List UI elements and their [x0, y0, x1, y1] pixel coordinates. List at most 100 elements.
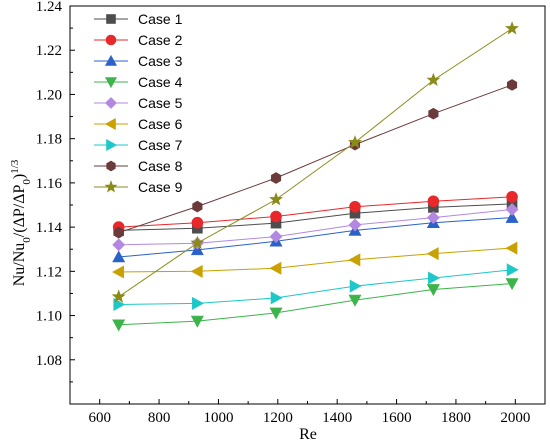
data-point	[270, 210, 282, 223]
data-point	[427, 195, 440, 208]
x-tick-label: 1200	[263, 410, 293, 426]
data-point	[190, 315, 204, 328]
data-point	[106, 14, 116, 24]
series-line	[118, 196, 513, 228]
y-tick-label: 1.20	[36, 87, 62, 103]
series-line	[118, 28, 513, 298]
legend-entry: Case 3	[94, 53, 183, 69]
data-point	[506, 79, 518, 91]
data-point	[426, 211, 440, 225]
data-point	[270, 291, 283, 305]
legend-label: Case 2	[138, 32, 183, 48]
data-point	[426, 284, 440, 297]
series-case-6	[112, 241, 518, 279]
data-point	[113, 297, 126, 312]
series-case-4	[112, 278, 519, 332]
data-point	[192, 200, 203, 213]
data-point	[104, 77, 118, 89]
data-point	[112, 265, 124, 279]
series-line	[118, 203, 513, 231]
y-tick-label: 1.12	[36, 264, 62, 280]
legend-label: Case 5	[138, 95, 183, 111]
series-case-2	[112, 191, 518, 233]
data-point	[505, 241, 518, 255]
data-point	[191, 216, 204, 229]
y-title-part-b: /(ΔP/ΔP	[11, 185, 28, 238]
data-point	[105, 34, 117, 46]
x-tick-label: 2000	[500, 410, 530, 426]
legend: Case 1 Case 2 Case 3 Case 4 Case 5 Case 6 Case…	[94, 11, 183, 195]
data-point	[348, 135, 362, 149]
data-point	[112, 250, 126, 263]
x-tick-label: 600	[88, 410, 111, 426]
data-point	[106, 160, 116, 172]
x-axis-title: Re	[299, 426, 317, 443]
series-line	[118, 269, 513, 305]
data-point	[269, 307, 283, 320]
y-tick-label: 1.18	[36, 132, 62, 148]
y-title-sup-c: 1/3	[9, 159, 21, 174]
x-tick-label: 1000	[203, 410, 233, 426]
series-line	[118, 217, 513, 258]
axes: 600 800 1000 1200 1400 1600 1800 2000 1.08 1.10 1.…	[36, 0, 546, 426]
data-point	[349, 279, 362, 293]
series-line	[118, 208, 513, 246]
x-tick-label: 1800	[441, 410, 471, 426]
legend-label: Case 8	[138, 158, 183, 174]
data-point	[426, 72, 441, 87]
y-tick-label: 1.22	[36, 43, 62, 59]
data-point	[349, 200, 361, 213]
legend-entry: Case 5	[94, 95, 183, 111]
x-tick-label: 1400	[322, 410, 352, 426]
series-case-1	[113, 198, 518, 236]
data-point	[506, 191, 518, 203]
data-point	[505, 202, 519, 216]
x-tick-label: 1600	[382, 410, 412, 426]
series-case-3	[112, 210, 519, 263]
data-point	[348, 218, 362, 232]
legend-label: Case 3	[138, 53, 183, 69]
legend-entry: Case 8	[94, 158, 183, 174]
data-point	[426, 247, 439, 261]
data-point	[104, 117, 116, 131]
data-point	[505, 278, 519, 291]
legend-entry: Case 1	[94, 11, 183, 27]
data-point	[190, 235, 205, 249]
data-point	[428, 107, 439, 120]
series-line	[118, 283, 513, 326]
y-tick-label: 1.16	[36, 176, 63, 192]
y-title-sub-b: 0	[21, 179, 33, 185]
y-tick-label: 1.10	[36, 309, 62, 325]
series-case-7	[113, 263, 519, 312]
legend-entry: Case 7	[94, 137, 183, 153]
data-point	[112, 319, 126, 332]
y-title-part-c: )	[11, 174, 28, 179]
legend-entry: Case 9	[94, 179, 183, 195]
data-point	[106, 138, 118, 152]
data-point	[505, 21, 520, 35]
series-line	[118, 84, 513, 234]
legend-label: Case 1	[138, 11, 183, 27]
legend-entry: Case 2	[94, 32, 183, 48]
data-point	[506, 263, 519, 277]
data-point	[269, 261, 282, 275]
x-tick-label: 800	[148, 410, 171, 426]
legend-entry: Case 4	[94, 74, 183, 90]
data-point	[192, 296, 204, 310]
series-case-9	[111, 21, 520, 303]
data-point	[104, 54, 118, 66]
data-point	[269, 230, 283, 244]
data-point	[270, 172, 282, 184]
series-case-5	[112, 202, 519, 252]
y-axis-title: Nu/Nu0/(ΔP/ΔP0)1/3	[9, 159, 33, 286]
data-point	[112, 238, 126, 252]
legend-label: Case 7	[138, 137, 183, 153]
legend-label: Case 6	[138, 116, 183, 132]
data-point	[104, 180, 118, 193]
data-point	[269, 192, 284, 206]
data-point	[105, 97, 117, 109]
data-point	[190, 264, 203, 278]
legend-entry: Case 6	[94, 116, 183, 132]
series-line	[118, 247, 513, 273]
